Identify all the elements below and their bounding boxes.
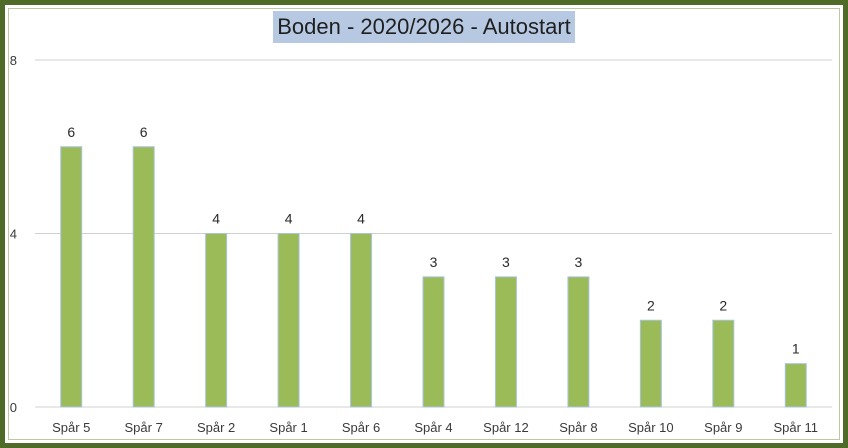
data-label: 4 — [285, 211, 293, 227]
data-label: 6 — [140, 124, 148, 140]
bar-2 — [132, 146, 155, 408]
bar-6 — [422, 276, 445, 408]
chart-frame-inner — [8, 8, 840, 440]
bar-5 — [350, 233, 373, 408]
bar-8 — [567, 276, 590, 408]
data-label: 4 — [357, 211, 365, 227]
x-tick-label: Spår 4 — [414, 420, 452, 435]
bar-1 — [60, 146, 83, 408]
x-tick-label: Spår 5 — [52, 420, 90, 435]
x-tick-label: Spår 6 — [342, 420, 380, 435]
y-tick-label: 0 — [10, 400, 17, 415]
x-tick-label: Spår 9 — [704, 420, 742, 435]
x-tick-label: Spår 2 — [197, 420, 235, 435]
y-tick-label: 4 — [10, 227, 17, 242]
label-layer: 0 4 8 6 Spår 5 6 Spår 7 4 Spår 2 4 Spår 1 4 Spår 6 3 S… — [10, 53, 818, 435]
bar-3 — [205, 233, 228, 408]
bar-9 — [639, 319, 662, 408]
bar-7 — [494, 276, 517, 408]
x-tick-label: Spår 12 — [483, 420, 529, 435]
x-tick-label: Spår 11 — [773, 420, 818, 435]
bar-10 — [712, 319, 735, 408]
data-label: 6 — [67, 124, 75, 140]
data-label: 4 — [212, 211, 220, 227]
data-label: 2 — [719, 297, 727, 313]
data-label: 3 — [430, 254, 438, 270]
x-tick-label: Spår 1 — [269, 420, 307, 435]
x-tick-label: Spår 7 — [125, 420, 163, 435]
data-label: 1 — [792, 341, 800, 357]
data-label: 2 — [647, 297, 655, 313]
data-label: 3 — [575, 254, 583, 270]
data-label: 3 — [502, 254, 510, 270]
x-tick-label: Spår 10 — [628, 420, 674, 435]
bar-layer — [60, 146, 807, 408]
y-tick-label: 8 — [10, 53, 17, 68]
bar-11 — [784, 363, 807, 408]
x-tick-label: Spår 8 — [559, 420, 597, 435]
bar-4 — [277, 233, 300, 408]
